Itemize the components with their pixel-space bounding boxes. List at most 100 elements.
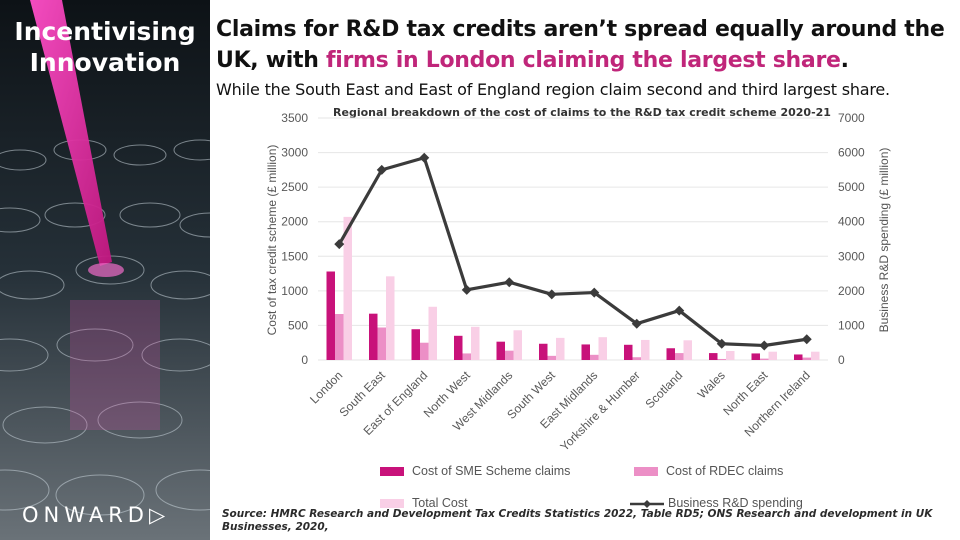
bar-rdec <box>335 314 344 360</box>
headline-start: Claims for R&D tax credits aren’t spread… <box>216 17 945 73</box>
bar-total <box>598 337 607 360</box>
y2-tick-label: 6000 <box>838 146 865 160</box>
bar-sme <box>709 353 718 360</box>
x-tick-label: Wales <box>695 368 728 401</box>
bar-total <box>726 351 735 360</box>
legend-sme: Cost of SME Scheme claims <box>380 464 570 478</box>
x-tick-label: London <box>307 368 345 406</box>
rd-spending-point <box>759 340 770 351</box>
y2-tick-label: 1000 <box>838 318 865 332</box>
y2-tick-label: 7000 <box>838 111 865 125</box>
headline-end: . <box>840 48 849 73</box>
chart-legend: Cost of SME Scheme claims Cost of RDEC c… <box>380 462 900 510</box>
rd-spending-point <box>334 239 345 250</box>
bar-rdec <box>420 342 429 360</box>
y-tick-label: 1500 <box>281 249 308 263</box>
bar-rdec <box>505 350 514 360</box>
chart-title: Regional breakdown of the cost of claims… <box>333 106 831 119</box>
y-tick-label: 3500 <box>281 111 308 125</box>
rd-spending-point <box>801 334 812 345</box>
bar-sme <box>454 335 463 360</box>
y-tick-label: 1000 <box>281 284 308 298</box>
bar-rdec <box>760 358 769 360</box>
rd-spending-path <box>337 156 807 348</box>
legend-total: Total Cost <box>380 496 468 510</box>
regional-rd-chart: Regional breakdown of the cost of claims… <box>265 106 891 454</box>
bar-rdec <box>802 357 811 360</box>
y-axis-left: 0 500 1000 1500 2000 2500 3000 3500 <box>281 111 308 367</box>
subheadline: While the South East and East of England… <box>216 80 890 99</box>
rd-spending-point <box>504 277 515 288</box>
x-tick-label: Scotland <box>642 368 685 411</box>
bar-sme <box>411 329 420 360</box>
lab-tubes-illustration <box>0 0 210 540</box>
bar-rdec <box>590 354 599 360</box>
rd-spending-point <box>419 152 430 163</box>
bar-sme <box>794 354 803 360</box>
bar-sme <box>751 353 760 360</box>
legend-rdec-label: Cost of RDEC claims <box>666 464 784 478</box>
bar-rdec <box>462 353 471 360</box>
y2-tick-label: 4000 <box>838 215 865 229</box>
legend-sme-label: Cost of SME Scheme claims <box>412 464 571 478</box>
x-tick-label: Yorkshire & Humber <box>557 368 643 454</box>
bar-sme <box>581 344 590 360</box>
y2-tick-label: 3000 <box>838 249 865 263</box>
bar-sme <box>326 271 335 360</box>
bar-sme <box>539 343 548 360</box>
bar-total <box>811 351 820 360</box>
rd-spending-point <box>546 289 557 300</box>
bar-total <box>471 326 480 360</box>
legend-total-swatch <box>380 499 404 509</box>
headline-highlight: firms in London claiming the largest sha… <box>325 48 841 73</box>
bar-total <box>513 330 522 360</box>
y-tick-label: 0 <box>301 353 308 367</box>
legend-sme-swatch <box>380 467 404 477</box>
bar-total <box>556 337 565 360</box>
bar-total <box>641 339 650 360</box>
legend-line-label: Business R&D spending <box>668 496 803 510</box>
y2-tick-label: 0 <box>838 353 845 367</box>
bar-rdec <box>377 327 386 360</box>
bar-sme <box>369 313 378 360</box>
sidebar-title: Incentivising Innovation <box>0 16 210 78</box>
sidebar-title-line2: Innovation <box>29 48 181 77</box>
legend-line-swatch <box>630 499 664 508</box>
bar-rdec <box>632 357 641 360</box>
source-note: Source: HMRC Research and Development Ta… <box>222 508 933 533</box>
legend-rdec: Cost of RDEC claims <box>634 464 783 478</box>
sidebar-panel: Incentivising Innovation ONWARD▷ <box>0 0 210 540</box>
bar-rdec <box>547 355 556 360</box>
bar-sme <box>496 341 505 360</box>
bar-rdec <box>675 353 684 360</box>
bar-total <box>343 216 352 360</box>
legend-total-label: Total Cost <box>412 496 468 510</box>
rd-spending-point <box>674 305 685 316</box>
legend-rdec-swatch <box>634 467 658 477</box>
bar-total <box>428 306 437 360</box>
rd-spending-point <box>461 284 472 295</box>
rd-spending-line <box>334 152 812 351</box>
bars <box>326 216 820 360</box>
gridlines <box>318 117 828 361</box>
rd-spending-point <box>589 287 600 298</box>
bar-rdec <box>717 358 726 360</box>
y-tick-label: 2500 <box>281 180 308 194</box>
pipette <box>30 0 112 266</box>
y2-tick-label: 2000 <box>838 284 865 298</box>
y-tick-label: 500 <box>288 318 308 332</box>
rd-spending-point <box>631 318 642 329</box>
y2-axis-label: Business R&D spending (£ million) <box>877 148 891 333</box>
rd-spending-point <box>376 164 387 175</box>
y-tick-label: 3000 <box>281 146 308 160</box>
y-axis-right: 0 1000 2000 3000 4000 5000 6000 7000 <box>838 111 865 367</box>
y2-tick-label: 5000 <box>838 180 865 194</box>
bar-sme <box>624 344 633 360</box>
bar-total <box>386 276 395 360</box>
headline: Claims for R&D tax credits aren’t spread… <box>216 14 956 76</box>
bar-total <box>768 351 777 360</box>
y-tick-label: 2000 <box>281 215 308 229</box>
sidebar-title-line1: Incentivising <box>14 17 196 46</box>
y-axis-label: Cost of tax credit scheme (£ million) <box>265 145 279 336</box>
